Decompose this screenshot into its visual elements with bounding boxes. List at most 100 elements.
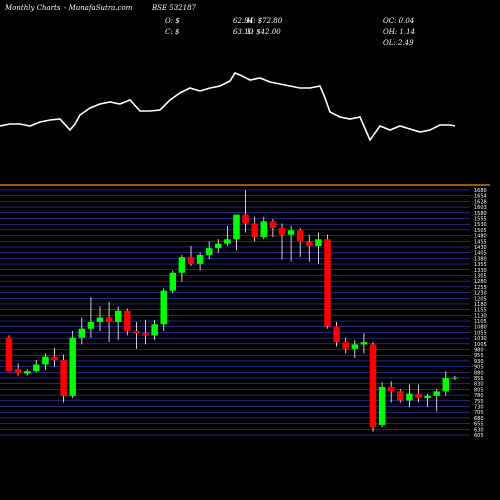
candle-body-up [287,230,295,235]
candle-body-down [242,214,249,224]
y-tick-label: 630 [474,427,484,433]
candle-body-down [269,221,277,229]
y-tick-label: 880 [474,370,484,376]
candle [251,216,258,242]
candle [351,339,359,358]
candle-body-up [42,356,49,365]
y-tick-label: 755 [474,399,484,405]
candle-body-up [23,371,31,374]
y-tick-label: 1105 [474,319,487,325]
y-tick-label: 1030 [474,336,487,342]
candle-body-up [215,243,222,249]
candle-body-down [296,230,304,242]
candle-body-down [324,239,331,327]
y-tick-label: 980 [474,348,484,354]
candle [23,368,31,376]
candle [151,319,158,340]
candle [233,214,240,251]
candle-body-up [406,393,413,401]
candle [142,319,149,345]
candle-layer [5,190,459,432]
candle-body-up [433,391,440,396]
y-tick-label: 655 [474,422,484,428]
y-tick-label: 705 [474,410,484,416]
candle [187,245,195,267]
candle [333,322,340,347]
y-tick-label: 1455 [474,239,487,245]
candle-body-down [187,257,195,264]
y-tick-label: 1055 [474,330,487,336]
y-tick-label: 1530 [474,222,487,228]
y-tick-label: 930 [474,359,484,365]
oh-stat: OH: 1.14 [383,28,416,36]
y-tick-label: 1405 [474,251,487,257]
y-tick-label: 955 [474,353,484,359]
candle [278,223,286,260]
y-tick-label: 1230 [474,291,487,297]
candle [60,354,67,403]
y-tick-label: 830 [474,382,484,388]
candle [287,225,295,262]
y-axis-ticks: 1680165416281603158015551530150514801455… [474,188,487,439]
candle-body-up [442,377,450,392]
y-tick-label: 1505 [474,228,487,234]
candle-body-down [397,391,404,401]
candle-body-up [224,239,231,244]
candle [160,288,167,331]
y-tick-label: 905 [474,365,484,371]
candle [397,389,404,403]
y-tick-label: 1205 [474,296,487,302]
candle [387,381,395,403]
candle [342,337,349,354]
candle-body-up [160,290,167,325]
candle-body-down [124,310,131,331]
candle-body-down [5,337,13,372]
y-tick-label: 730 [474,405,484,411]
y-tick-label: 1155 [474,308,487,314]
y-tick-label: 1480 [474,234,487,240]
candle [433,389,440,412]
y-tick-label: 1005 [474,342,487,348]
symbol-label: BSE 532187 [152,4,196,12]
y-tick-label: 1430 [474,245,487,251]
candle-body-up [78,328,86,338]
y-tick-label: 1305 [474,273,487,279]
candle-body-up [360,342,368,345]
candle-body-up [424,395,431,399]
candle-body-up [114,310,122,323]
y-tick-label: 1280 [474,279,487,285]
candle-body-up [151,324,158,336]
candle [51,347,58,367]
y-tick-label: 1355 [474,262,487,268]
y-tick-label: 805 [474,387,484,393]
candle-body-up [196,254,204,264]
candle [360,333,368,354]
oc-stat: OC: 0.04 [383,17,415,25]
y-tick-label: 680 [474,416,484,422]
y-tick-label: 1180 [474,302,487,308]
candle-body-down [342,342,349,349]
candle-body-up [33,364,40,372]
candle [224,225,231,246]
candle [87,297,95,338]
candle-body-down [14,368,22,374]
chart-brand: Monthly Charts [5,4,61,12]
candle-body-up [87,322,95,329]
candle-body-down [369,344,377,428]
candle [205,241,213,260]
candle [424,393,431,408]
y-tick-label: 1080 [474,325,487,331]
high-label: H: $72.80 [247,17,283,25]
candle [178,254,186,282]
candle-body-down [105,317,113,323]
candle-body-up [169,272,177,291]
y-tick-label: 1380 [474,256,487,262]
candle-body-down [387,386,395,392]
y-tick-label: 1603 [474,205,487,211]
close-label: C: $ [165,28,180,36]
y-tick-label: 1255 [474,285,487,291]
candle-body-up [233,214,240,240]
candle-body-down [333,326,340,343]
candle [96,306,104,331]
candle [78,317,86,345]
